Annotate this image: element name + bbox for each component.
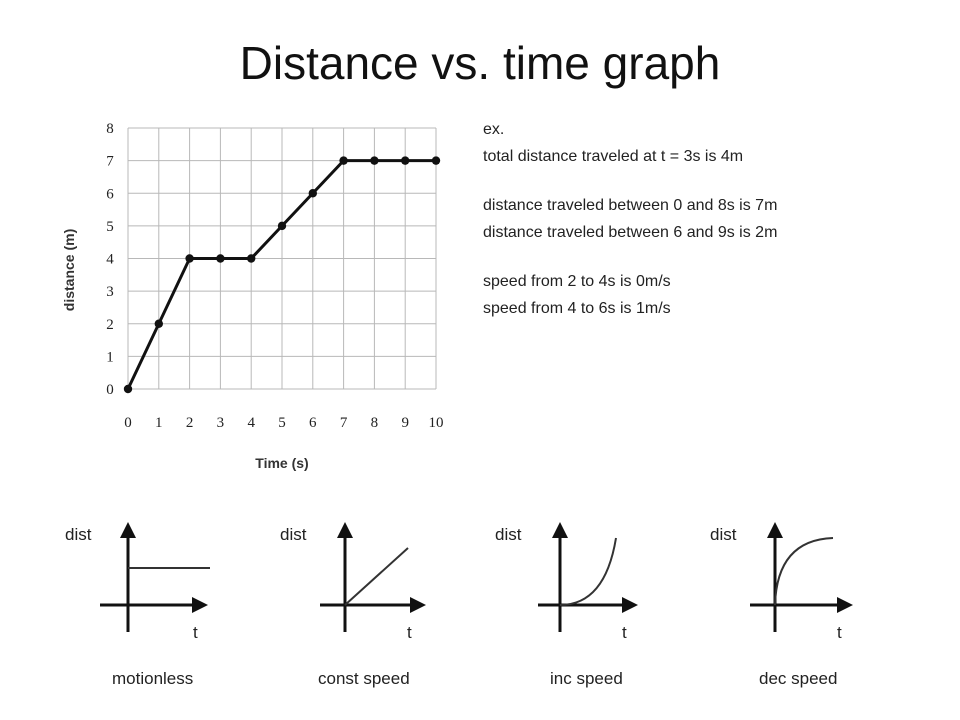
note-speed-2-4: speed from 2 to 4s is 0m/s (483, 273, 671, 290)
y-tick-label: 2 (106, 317, 114, 333)
data-point (154, 319, 163, 328)
y-tick-label: 1 (106, 349, 114, 365)
data-point (123, 384, 133, 394)
note-speed-4-6: speed from 4 to 6s is 1m/s (483, 300, 671, 317)
mini-ylabel-inc-speed: dist (495, 525, 522, 544)
x-tick-label: 10 (429, 415, 444, 431)
mini-x-arrow (192, 597, 208, 613)
data-point (308, 189, 317, 198)
x-tick-label: 4 (247, 415, 255, 431)
y-tick-label: 0 (106, 382, 114, 398)
chart-grid (127, 127, 437, 390)
data-point (431, 156, 441, 165)
mini-curve-inc-speed (559, 537, 617, 606)
note-total-distance: total distance traveled at t = 3s is 4m (483, 148, 744, 165)
mini-xlabel-const-speed: t (407, 623, 412, 642)
note-distance-0-8: distance traveled between 0 and 8s is 7m (483, 197, 778, 214)
x-tick-label: 6 (309, 415, 317, 431)
mini-ylabel-const-speed: dist (280, 525, 307, 544)
mini-x-arrow (410, 597, 426, 613)
note-distance-6-9: distance traveled between 6 and 9s is 2m (483, 224, 778, 241)
mini-curve-const-speed (344, 547, 409, 606)
mini-chart-dec-speed: dist t dec speed (705, 510, 915, 700)
y-axis-title: distance (m) (61, 229, 77, 311)
mini-xlabel-dec-speed: t (837, 623, 842, 642)
x-tick-label: 8 (371, 415, 379, 431)
y-tick-label: 6 (106, 186, 114, 202)
mini-caption-motionless: motionless (112, 669, 193, 688)
mini-caption-inc-speed: inc speed (550, 669, 623, 688)
distance-time-chart: 0 1 2 3 4 5 6 7 8 0 1 2 3 4 5 6 7 8 9 10 Time (s) distance… (61, 121, 444, 471)
x-tick-label: 1 (155, 415, 163, 431)
y-tick-label: 4 (106, 252, 114, 268)
data-point (401, 156, 410, 165)
y-tick-label: 8 (106, 121, 114, 137)
y-tick-label: 7 (106, 154, 114, 170)
mini-y-arrow (337, 522, 353, 538)
x-axis-title: Time (s) (255, 455, 308, 471)
x-tick-label: 0 (124, 415, 132, 431)
mini-y-arrow (767, 522, 783, 538)
mini-x-arrow (837, 597, 853, 613)
data-point (247, 254, 256, 263)
data-point (185, 254, 194, 263)
mini-ylabel-dec-speed: dist (710, 525, 737, 544)
mini-caption-const-speed: const speed (318, 669, 410, 688)
x-tick-label: 5 (278, 415, 286, 431)
mini-chart-const-speed: dist t const speed (275, 510, 485, 700)
mini-ylabel-motionless: dist (65, 525, 92, 544)
mini-y-arrow (120, 522, 136, 538)
x-tick-label: 3 (217, 415, 225, 431)
x-tick-labels: 0 1 2 3 4 5 6 7 8 9 10 (124, 415, 443, 431)
data-point (339, 156, 348, 165)
data-point (277, 221, 287, 231)
data-point (216, 254, 225, 263)
data-point (370, 156, 379, 165)
y-tick-label: 5 (106, 219, 114, 235)
y-tick-labels: 0 1 2 3 4 5 6 7 8 (106, 121, 114, 398)
mini-y-arrow (552, 522, 568, 538)
mini-chart-inc-speed: dist t inc speed (490, 510, 700, 700)
x-tick-label: 9 (401, 415, 409, 431)
x-tick-label: 7 (340, 415, 348, 431)
y-tick-label: 3 (106, 284, 114, 300)
mini-curve-dec-speed (774, 537, 834, 606)
mini-xlabel-motionless: t (193, 623, 198, 642)
mini-xlabel-inc-speed: t (622, 623, 627, 642)
mini-chart-motionless: dist t motionless (60, 510, 270, 700)
mini-caption-dec-speed: dec speed (759, 669, 837, 688)
notes-label: ex. (483, 121, 505, 138)
page-title: Distance vs. time graph (239, 37, 721, 89)
data-points (123, 156, 441, 394)
mini-x-arrow (622, 597, 638, 613)
x-tick-label: 2 (186, 415, 194, 431)
example-notes: ex. total distance traveled at t = 3s is… (483, 116, 923, 322)
